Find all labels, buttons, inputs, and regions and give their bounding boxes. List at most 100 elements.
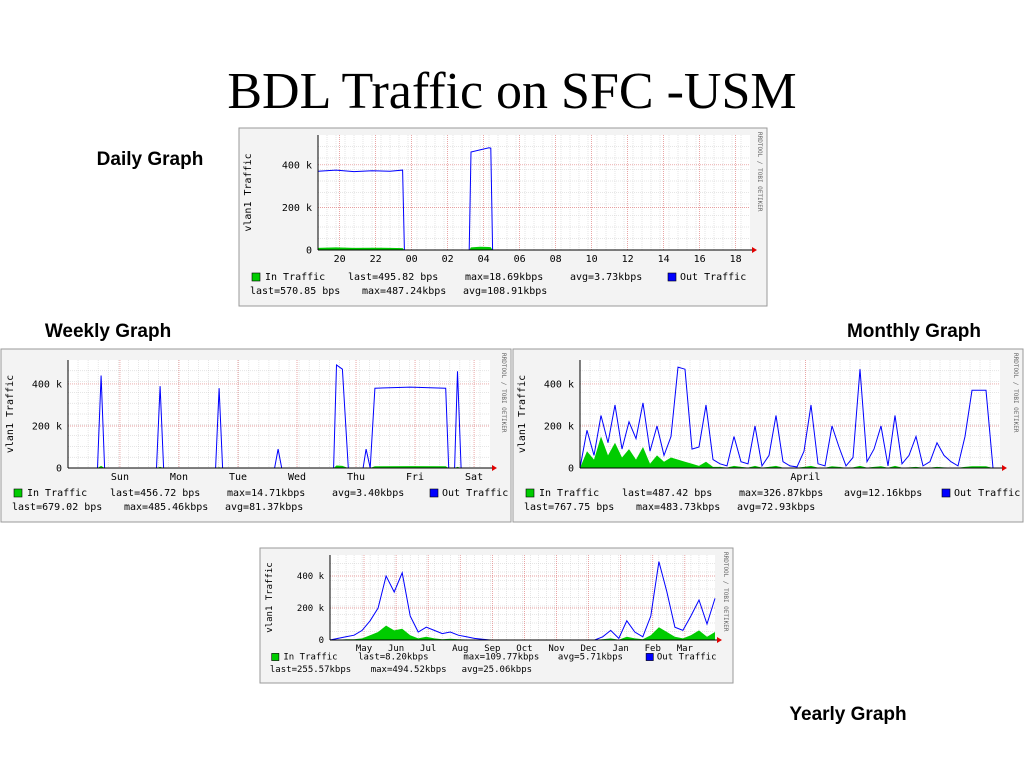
x-tick-label: 22: [370, 254, 382, 265]
legend-label: In Traffic: [283, 653, 337, 663]
legend-swatch: [941, 488, 951, 498]
side-text: RRDTOOL / TOBI OETIKER: [500, 353, 507, 433]
legend-swatch: [429, 488, 439, 498]
x-tick-label: Sun: [111, 472, 129, 483]
x-tick-label: 06: [514, 254, 526, 265]
legend-stat: max=326.87kbps: [739, 488, 823, 499]
graph-caption: Yearly Graph: [789, 704, 906, 725]
legend-label: Out Traffic: [442, 488, 508, 499]
legend-swatch: [525, 488, 535, 498]
x-tick-label: Jun: [388, 644, 404, 654]
rrd-graph: 0 200 k 400 k Sun Mon Tue Wed Thu Fri Sat vlan1 Tr…: [0, 348, 512, 523]
x-tick-label: 20: [334, 254, 346, 265]
axis-arrow: [717, 637, 722, 643]
slide-title: BDL Traffic on SFC -USM: [227, 63, 796, 120]
legend-label: Out Traffic: [657, 653, 717, 663]
x-tick-label: Tue: [229, 472, 247, 483]
legend-stat: avg=3.40kbps: [332, 488, 404, 499]
out-traffic-line: [579, 366, 1000, 469]
y-tick-label: 200 k: [32, 421, 62, 432]
legend-stat: last=456.72 bps: [110, 488, 200, 499]
y-tick-label: 200 k: [297, 604, 325, 614]
x-tick-label: Dec: [580, 644, 596, 654]
legend-stat: max=494.52kbps: [371, 665, 447, 675]
legend-stat: avg=72.93kbps: [737, 502, 815, 513]
axis-arrow: [492, 465, 497, 471]
rrd-graph: 0 200 k 400 k 20 22 00 02 04 06 08 10 12 14 16 18 vlan1…: [238, 127, 768, 307]
x-tick-label: 16: [694, 254, 706, 265]
legend-stat: last=255.57kbps: [270, 665, 351, 675]
legend-swatch: [13, 488, 23, 498]
y-axis-label: vlan1 Traffic: [517, 375, 528, 453]
x-tick-label: May: [356, 644, 373, 654]
side-text: RRDTOOL / TOBI OETIKER: [722, 552, 729, 632]
x-tick-label: 04: [478, 254, 490, 265]
x-tick-label: 08: [550, 254, 562, 265]
y-tick-label: 0: [568, 464, 574, 475]
graph-caption: Daily Graph: [97, 149, 204, 170]
y-tick-label: 400 k: [32, 379, 62, 390]
x-tick-label: April: [790, 472, 820, 483]
rrd-graph: 0 200 k 400 k April vlan1 Traffic RRDTOOL / T…: [512, 348, 1024, 523]
legend-swatch: [251, 272, 261, 282]
x-tick-label: Mon: [170, 472, 188, 483]
x-tick-label: 12: [622, 254, 634, 265]
legend-stat: avg=12.16kbps: [844, 488, 922, 499]
axis-arrow: [1002, 465, 1007, 471]
legend-label: In Traffic: [539, 488, 599, 499]
x-tick-label: Nov: [548, 644, 564, 654]
legend-stat: max=485.46kbps: [124, 502, 208, 513]
legend-label: Out Traffic: [680, 272, 746, 283]
legend-stat: last=767.75 bps: [524, 502, 614, 513]
legend-stat: last=570.85 bps: [250, 286, 340, 297]
y-tick-label: 0: [306, 246, 312, 257]
x-tick-label: Thu: [347, 472, 365, 483]
y-tick-label: 400 k: [544, 379, 574, 390]
legend-stat: last=495.82 bps: [348, 272, 438, 283]
legend-stat: avg=3.73kbps: [570, 272, 642, 283]
y-tick-label: 200 k: [282, 203, 312, 214]
x-tick-label: Feb: [645, 644, 661, 654]
y-tick-label: 0: [319, 636, 324, 646]
legend-stat: last=8.20kbps: [358, 653, 428, 663]
x-tick-label: 10: [586, 254, 598, 265]
x-tick-label: Jan: [613, 644, 629, 654]
x-tick-label: Mar: [677, 644, 694, 654]
legend-stat: max=18.69kbps: [465, 272, 543, 283]
rrd-graph: 0 200 k 400 k May Jun Jul Aug Sep Oct Nov Dec Jan Fe…: [259, 547, 734, 684]
legend-label: Out Traffic: [954, 488, 1020, 499]
y-axis-label: vlan1 Traffic: [5, 375, 16, 453]
x-tick-label: Sat: [465, 472, 483, 483]
in-traffic-area: [330, 625, 715, 640]
axis-arrow: [752, 247, 757, 253]
side-text: RRDTOOL / TOBI OETIKER: [1012, 353, 1019, 433]
y-axis-label: vlan1 Traffic: [243, 153, 254, 231]
x-tick-label: 18: [730, 254, 742, 265]
x-tick-label: 02: [442, 254, 454, 265]
legend-stat: max=14.71kbps: [227, 488, 305, 499]
x-tick-label: 00: [406, 254, 418, 265]
y-tick-label: 400 k: [297, 572, 325, 582]
legend-swatch: [271, 653, 280, 661]
x-tick-label: 14: [658, 254, 670, 265]
x-tick-label: Fri: [406, 472, 424, 483]
y-tick-label: 200 k: [544, 421, 574, 432]
y-axis-label: vlan1 Traffic: [265, 562, 275, 632]
legend-swatch: [667, 272, 677, 282]
x-tick-label: Oct: [516, 644, 532, 654]
y-tick-label: 0: [56, 464, 62, 475]
legend-stat: max=483.73kbps: [636, 502, 720, 513]
graph-caption: Weekly Graph: [45, 321, 171, 342]
legend-stat: last=679.02 bps: [12, 502, 102, 513]
legend-stat: max=109.77kbps: [463, 653, 539, 663]
graph-caption: Monthly Graph: [847, 321, 981, 342]
in-traffic-area: [580, 436, 1000, 468]
x-tick-label: Jul: [420, 644, 436, 654]
legend-label: In Traffic: [265, 272, 325, 283]
x-tick-label: Sep: [484, 644, 500, 654]
legend-label: In Traffic: [27, 488, 87, 499]
legend-stat: avg=108.91kbps: [463, 286, 547, 297]
legend-stat: avg=81.37kbps: [225, 502, 303, 513]
legend-stat: max=487.24kbps: [362, 286, 446, 297]
